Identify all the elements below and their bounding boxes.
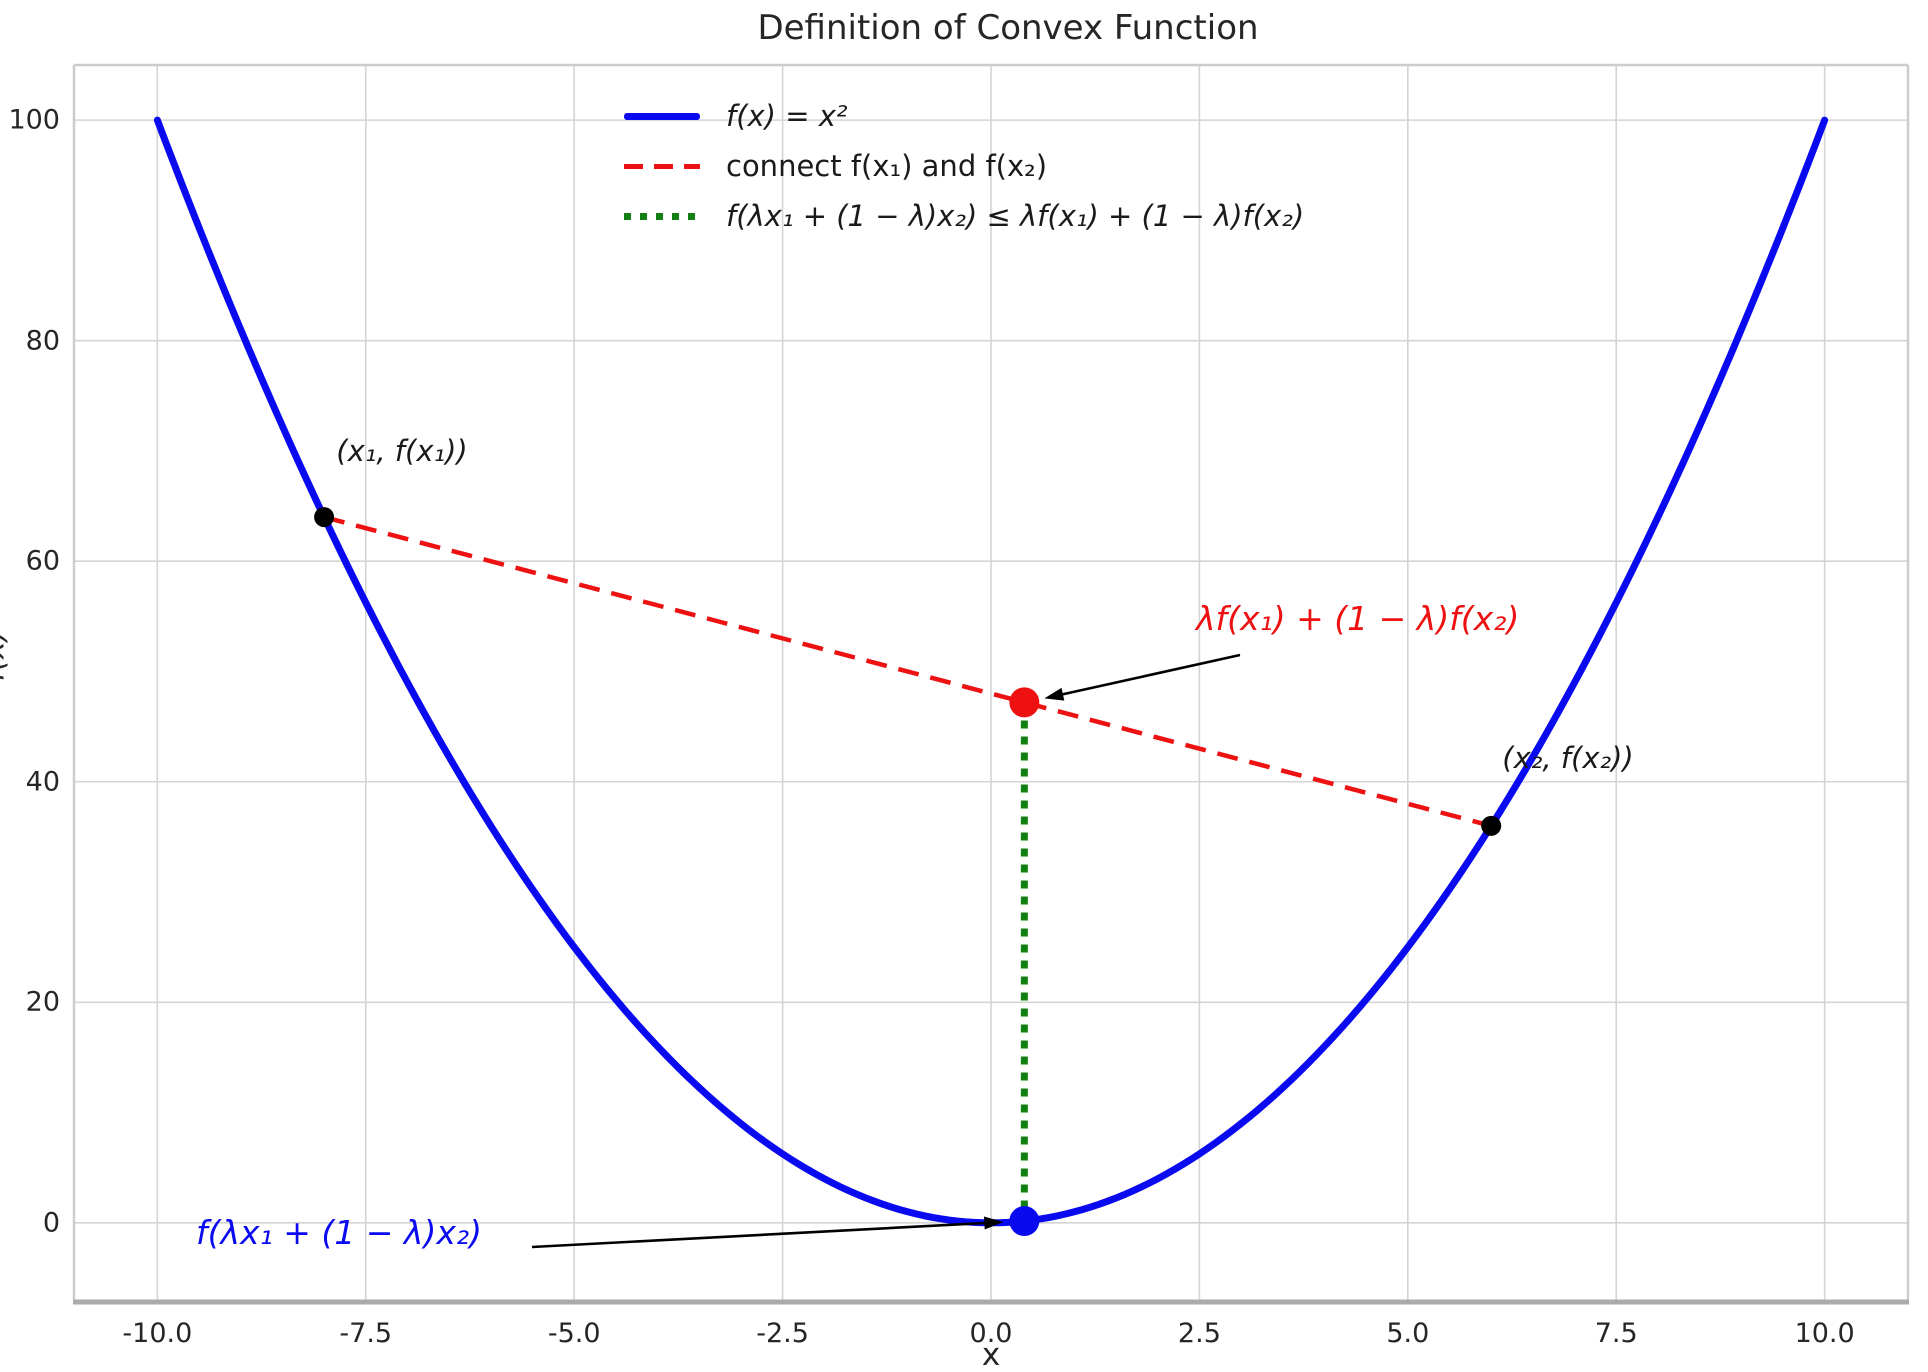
point-function-value [1009, 1206, 1040, 1237]
x-tick-label: 10.0 [1794, 1318, 1855, 1349]
point-x1 [314, 507, 335, 528]
arrow-to-function-point-head [984, 1216, 1004, 1230]
point1-annotation: (x₁, f(x₁)) [336, 434, 468, 468]
legend-item-label: f(x) = x² [726, 99, 848, 133]
arrow-to-chord-point-shaft [1058, 653, 1241, 697]
x-tick-label: -10.0 [122, 1318, 193, 1349]
legend-dotted-line-sample [624, 212, 700, 220]
x-tick-label: -2.5 [756, 1318, 809, 1349]
legend-dashed-line-sample [624, 163, 700, 169]
chord-value-annotation: λf(x₁) + (1 − λ)f(x₂) [1196, 599, 1520, 638]
function-value-annotation: f(λx₁ + (1 − λ)x₂) [196, 1213, 482, 1252]
y-tick-label: 0 [42, 1207, 60, 1239]
x-tick-label: 5.0 [1386, 1318, 1430, 1349]
point-chord-value [1009, 687, 1040, 718]
legend-item: connect f(x₁) and f(x₂) [624, 141, 1304, 191]
x-tick-label: -5.0 [547, 1318, 601, 1349]
point-x2 [1481, 815, 1502, 836]
x-tick-label: 2.5 [1177, 1318, 1221, 1349]
arrow-to-function-point-shaft [531, 1221, 989, 1249]
y-tick-label: 60 [25, 545, 60, 577]
x-tick-label: 0.0 [969, 1318, 1013, 1349]
legend-item: f(λx₁ + (1 − λ)x₂) ≤ λf(x₁) + (1 − λ)f(x… [624, 191, 1304, 241]
x-axis-label: x [981, 1337, 1001, 1372]
legend-item-label: f(λx₁ + (1 − λ)x₂) ≤ λf(x₁) + (1 − λ)f(x… [726, 199, 1305, 233]
y-tick-label: 40 [25, 766, 60, 798]
x-tick-label: -7.5 [339, 1318, 393, 1349]
legend-item: f(x) = x² [624, 91, 1304, 141]
y-tick-label: 100 [8, 104, 60, 136]
legend-solid-line-sample [624, 112, 700, 120]
legend: f(x) = x² connect f(x₁) and f(x₂) f(λx₁ + … [624, 91, 1304, 241]
arrow-to-chord-point-head [1044, 687, 1065, 701]
y-axis-label: f(x) [0, 629, 12, 682]
x-tick-label: 7.5 [1594, 1318, 1638, 1349]
chord-line [323, 514, 1492, 829]
chart-title: Definition of Convex Function [757, 8, 1259, 48]
y-tick-label: 80 [25, 325, 60, 357]
legend-item-label: connect f(x₁) and f(x₂) [726, 149, 1048, 183]
point2-annotation: (x₂, f(x₂)) [1502, 741, 1634, 775]
y-tick-label: 20 [25, 986, 60, 1018]
